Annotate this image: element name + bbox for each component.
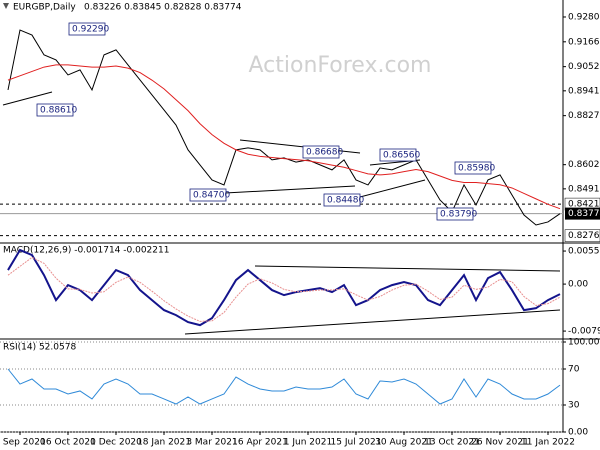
x-tick-label: 16 Oct 2020 (40, 438, 96, 448)
x-tick-label: 15 Jul 2021 (331, 438, 382, 448)
trend-line (239, 139, 361, 154)
icon (3, 3, 9, 9)
annotation-box (454, 161, 492, 175)
x-tick-label: 3 Mar 2021 (186, 438, 237, 448)
x-tick-label: 18 Jan 2021 (137, 438, 191, 448)
annotation-box (379, 148, 417, 162)
series-line (7, 368, 561, 405)
annotation: 0.88610 (40, 106, 77, 116)
y-tick-label: 70 (568, 365, 580, 375)
x-tick-label: 1 Dec 2020 (90, 438, 142, 448)
x-tick-label: 16 Apr 2021 (232, 438, 288, 448)
series-line (7, 64, 561, 210)
x-tick-label: 2 Sep 2020 (0, 438, 46, 448)
annotation-box (36, 103, 74, 117)
last-price-label: 0.83774 (568, 209, 600, 219)
annotation-box (302, 145, 340, 159)
y-tick-label: 100.00 (568, 338, 600, 348)
y-tick-label: 0.005579 (568, 247, 600, 257)
annotation: 0.86680 (306, 148, 343, 158)
trend-line (2, 91, 53, 106)
macd-title: MACD(12,26,9) -0.001714 -0.002211 (3, 246, 169, 256)
watermark: ActionForex.com (249, 53, 432, 78)
annotation: 0.84700 (193, 191, 230, 201)
annotation-box (68, 22, 106, 36)
annotation: 0.84480 (327, 196, 364, 206)
x-tick-label: 13 Oct 2021 (424, 438, 480, 448)
y-tick-label: 0.00 (568, 428, 588, 438)
series-line (7, 29, 561, 226)
x-tick-label: 11 Jan 2022 (521, 438, 575, 448)
annotation-box (323, 193, 361, 207)
trend-line (254, 265, 561, 272)
series-line (7, 256, 561, 322)
annotation-box (189, 188, 227, 202)
y-tick-label: 30 (568, 401, 580, 411)
chart-subtitle: 0.83226 0.83845 0.82828 0.83774 (84, 3, 242, 13)
x-tick-label: 26 Nov 2021 (471, 438, 529, 448)
y-tick-label: -0.007931 (568, 327, 600, 337)
annotation: 0.86560 (383, 151, 420, 161)
y-tick-label: 0.00 (568, 280, 588, 290)
annotation: 0.83790 (440, 210, 477, 220)
x-tick-label: 30 Aug 2021 (375, 438, 433, 448)
x-tick-label: 1 Jun 2021 (284, 438, 332, 448)
trend-line (184, 309, 561, 335)
last-price-box (565, 207, 600, 220)
annotation: 0.92290 (72, 25, 109, 35)
level-label-box (564, 229, 600, 242)
trend-line (224, 185, 356, 194)
trend-line (359, 179, 426, 198)
chart-title: EURGBP,Daily (13, 3, 76, 13)
series-line (7, 248, 561, 327)
rsi-title: RSI(14) 52.0578 (3, 343, 76, 353)
annotation-box (436, 207, 474, 221)
annotation: 0.85980 (458, 164, 495, 174)
